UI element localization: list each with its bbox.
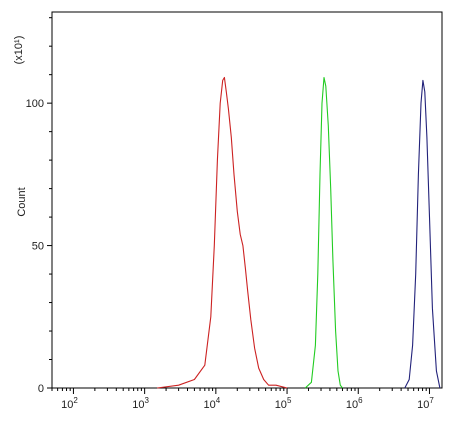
x-tick-base: 10 (417, 399, 429, 411)
x-tick-label: 105 (275, 396, 292, 411)
x-tick-label: 102 (61, 396, 78, 411)
x-tick-label: 103 (132, 396, 149, 411)
y-axis-title: Count (16, 187, 28, 216)
x-tick-base: 10 (203, 399, 215, 411)
y-tick-label: 0 (38, 383, 44, 395)
series-line-2 (304, 76, 343, 389)
x-tick-exponent: 6 (358, 396, 363, 405)
x-tick-exponent: 4 (216, 396, 221, 405)
x-tick-base: 10 (275, 399, 287, 411)
y-tick-label: 100 (26, 98, 44, 110)
series-line-3 (404, 79, 441, 389)
x-tick-label: 107 (417, 396, 434, 411)
x-tick-label: 104 (203, 396, 220, 411)
y-multiplier-label: (x10¹) (13, 36, 25, 65)
y-tick-label: 50 (32, 241, 44, 253)
x-tick-exponent: 3 (145, 396, 150, 405)
x-tick-exponent: 7 (429, 396, 434, 405)
x-tick-exponent: 5 (287, 396, 292, 405)
x-tick-base: 10 (132, 399, 144, 411)
plot-frame (51, 11, 443, 389)
x-tick-base: 10 (346, 399, 358, 411)
x-tick-label: 106 (346, 396, 363, 411)
x-tick-base: 10 (61, 399, 73, 411)
x-tick-exponent: 2 (73, 396, 78, 405)
series-line-1 (157, 76, 288, 389)
